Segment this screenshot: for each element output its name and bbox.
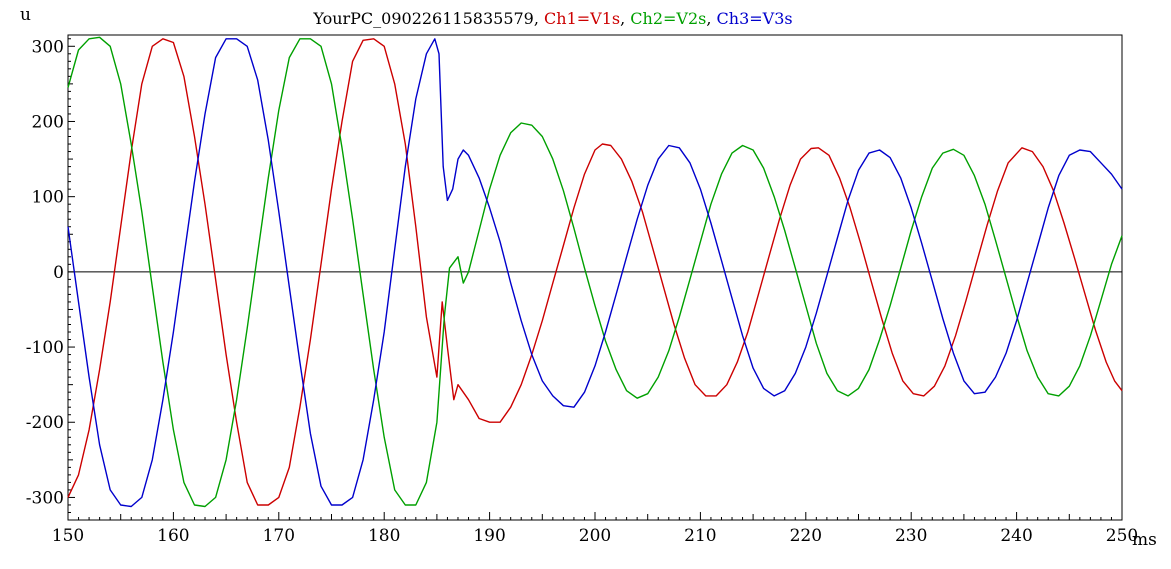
y-tick-label: -100	[26, 338, 64, 358]
x-tick-label: 190	[473, 526, 505, 546]
x-tick-label: 180	[368, 526, 400, 546]
chart-title: YourPC_090226115835579, Ch1=V1s, Ch2=V2s…	[312, 9, 792, 28]
x-tick-label: 250	[1106, 526, 1138, 546]
y-axis-unit-label: u	[20, 5, 31, 25]
plot-frame	[67, 34, 1123, 521]
series-line-ch2-v2s	[67, 36, 1123, 508]
chart-title-part: YourPC_090226115835579,	[312, 9, 544, 28]
y-tick-label: 200	[32, 112, 64, 132]
y-tick-label: 100	[32, 188, 64, 208]
y-tick-label: 0	[53, 263, 64, 283]
y-tick-label: -200	[26, 413, 64, 433]
x-tick-label: 220	[790, 526, 822, 546]
series-line-ch1-v1s	[67, 38, 1123, 506]
series-line-ch3-v3s	[67, 38, 1123, 508]
y-tick-label: -300	[26, 488, 64, 508]
x-tick-label: 160	[157, 526, 189, 546]
chart-title-part: Ch1=V1s	[544, 9, 620, 28]
x-tick-label: 230	[895, 526, 927, 546]
y-tick-label: 300	[32, 37, 64, 57]
chart-title-part: Ch2=V2s	[630, 9, 706, 28]
x-tick-label: 170	[263, 526, 295, 546]
x-tick-label: 200	[579, 526, 611, 546]
x-axis-unit-label: ms	[1132, 530, 1157, 550]
x-tick-label: 240	[1000, 526, 1032, 546]
chart-title-part: ,	[706, 9, 716, 28]
x-tick-label: 210	[684, 526, 716, 546]
chart-title-part: Ch3=V3s	[717, 9, 793, 28]
plot-area: 300 200 100 0 -100 -200 -300 150 160 170 180 190 200…	[26, 34, 1138, 546]
chart-title-part: ,	[620, 9, 630, 28]
x-tick-label: 150	[52, 526, 84, 546]
